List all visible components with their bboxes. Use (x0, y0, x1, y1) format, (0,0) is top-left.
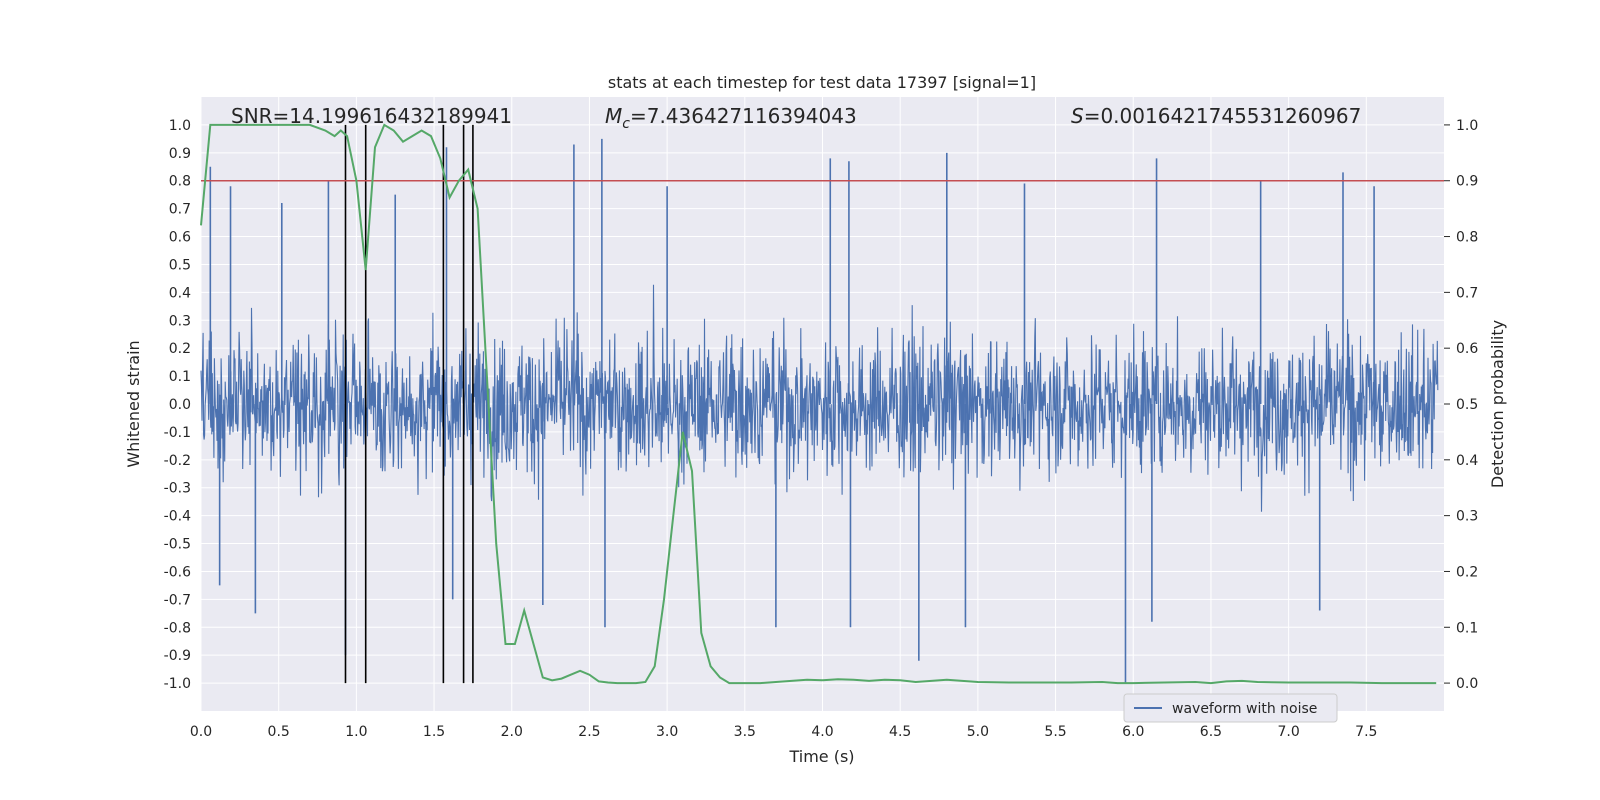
y-ticks-right: 1.0 0.9 0.8 0.7 0.6 0.5 0.4 0.3 0.2 0.1 0.0 (1444, 118, 1478, 692)
y-axis-label-right: Detection probability (1488, 320, 1507, 488)
x-tick-label: 4.5 (889, 724, 911, 740)
x-tick-label: 6.0 (1122, 724, 1144, 740)
y-tick-label-left: 0.8 (169, 174, 191, 190)
x-tick-label: 4.0 (811, 724, 833, 740)
y-tick-label-right: 0.6 (1456, 341, 1478, 357)
y-tick-label-right: 0.5 (1456, 397, 1478, 413)
y-tick-label-left: -0.1 (164, 425, 191, 441)
legend: waveform with noise (1123, 693, 1338, 723)
x-tick-label: 7.5 (1355, 724, 1377, 740)
chirp-mass-annotation: Mc=7.436427116394043 (605, 104, 857, 132)
x-axis-label: Time (s) (788, 747, 854, 766)
x-tick-label: 2.0 (501, 724, 523, 740)
y-tick-label-left: -0.7 (164, 592, 191, 608)
y-tick-label-right: 0.9 (1456, 174, 1478, 190)
waveform-series (200, 138, 1439, 684)
y-tick-label-left: -0.8 (164, 620, 191, 636)
y-tick-label-left: -0.6 (164, 564, 191, 580)
x-tick-label: 5.0 (967, 724, 989, 740)
x-tick-label: 3.0 (656, 724, 678, 740)
y-tick-label-left: 0.3 (169, 313, 191, 329)
x-tick-label: 7.0 (1277, 724, 1299, 740)
y-tick-label-left: 1.0 (169, 118, 191, 134)
y-tick-label-right: 0.1 (1456, 620, 1478, 636)
y-tick-label-right: 0.4 (1456, 453, 1478, 469)
y-tick-label-right: 1.0 (1456, 118, 1478, 134)
y-tick-label-left: -0.9 (164, 648, 191, 664)
x-tick-label: 1.5 (423, 724, 445, 740)
x-ticks: 0.0 0.5 1.0 1.5 2.0 2.5 3.0 3.5 4.0 4.5 5.0 5.5 6.0 6… (190, 724, 1378, 740)
y-tick-label-left: -0.3 (164, 481, 191, 497)
y-tick-label-right: 0.7 (1456, 285, 1478, 301)
x-tick-label: 1.0 (345, 724, 367, 740)
chart-title: stats at each timestep for test data 173… (608, 73, 1036, 92)
waveform-line (200, 284, 1439, 512)
x-tick-label: 0.5 (268, 724, 290, 740)
y-tick-label-left: 0.9 (169, 146, 191, 162)
probability-line (200, 123, 1437, 685)
x-tick-label: 3.5 (734, 724, 756, 740)
y-ticks-left: 1.0 0.9 0.8 0.7 0.6 0.5 0.4 0.3 0.2 0.1 0.0 -0.1 -0.… (164, 118, 191, 692)
y-tick-label-left: 0.0 (169, 397, 191, 413)
event-markers (344, 124, 474, 684)
y-tick-label-right: 0.3 (1456, 509, 1478, 525)
y-tick-label-left: 0.4 (169, 285, 191, 301)
y-tick-label-left: -0.2 (164, 453, 191, 469)
y-tick-label-left: 0.7 (169, 202, 191, 218)
x-tick-label: 0.0 (190, 724, 212, 740)
y-tick-label-left: 0.6 (169, 230, 191, 246)
x-tick-label: 6.5 (1200, 724, 1222, 740)
y-tick-label-left: -0.5 (164, 537, 191, 553)
y-tick-label-left: 0.2 (169, 341, 191, 357)
y-tick-label-left: -0.4 (164, 509, 191, 525)
probability-series (200, 123, 1437, 685)
y-tick-label-right: 0.8 (1456, 230, 1478, 246)
s-annotation: S=0.0016421745531260967 (1071, 104, 1361, 128)
y-tick-label-left: 0.1 (169, 369, 191, 385)
y-tick-label-right: 0.0 (1456, 676, 1478, 692)
snr-annotation: SNR=14.199616432189941 (231, 104, 512, 128)
legend-label: waveform with noise (1172, 701, 1317, 717)
y-tick-label-left: -1.0 (164, 676, 191, 692)
x-tick-label: 5.5 (1044, 724, 1066, 740)
legend-box (1123, 693, 1338, 723)
y-axis-label-left: Whitened strain (124, 340, 143, 467)
x-tick-label: 2.5 (578, 724, 600, 740)
y-tick-label-right: 0.2 (1456, 564, 1478, 580)
y-tick-label-left: 0.5 (169, 257, 191, 273)
